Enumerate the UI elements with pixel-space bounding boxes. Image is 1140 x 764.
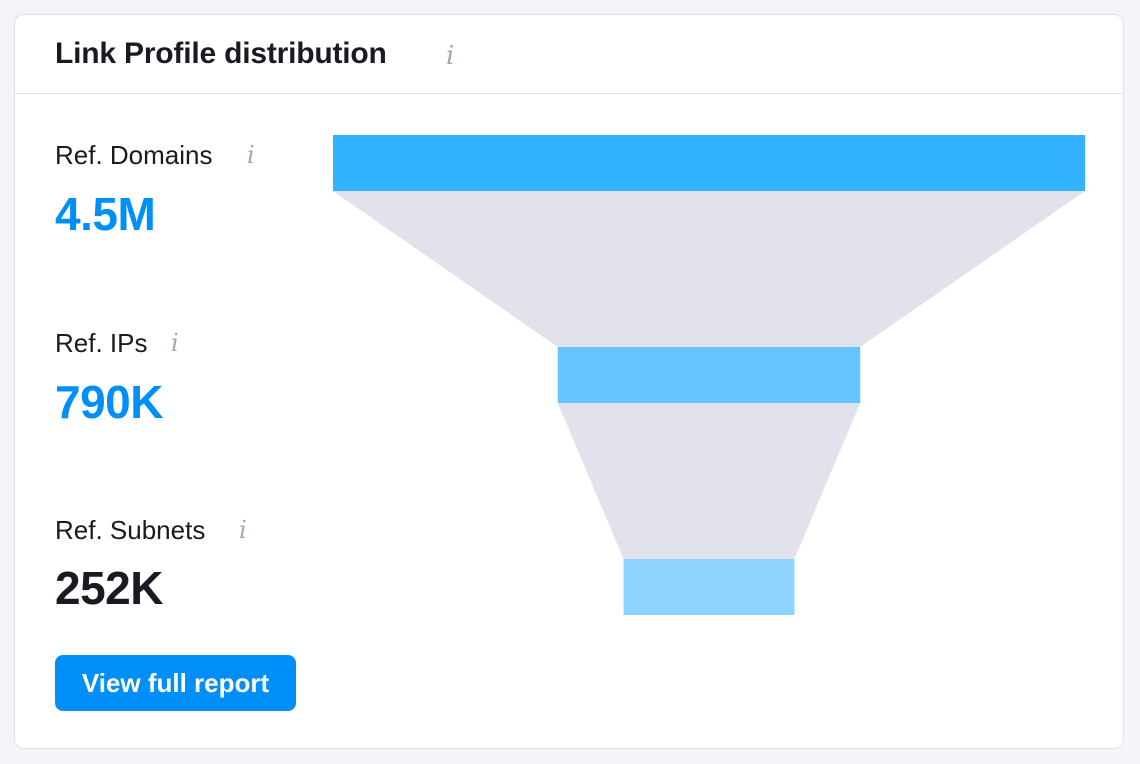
metric-label-ref-subnets: Ref. Subnets — [55, 515, 206, 545]
view-full-report-button[interactable]: View full report — [55, 655, 296, 711]
info-icon[interactable]: i — [446, 41, 455, 71]
metric-value-ref-subnets: 252K — [55, 562, 163, 614]
link-profile-card: Link Profile distribution i Ref. Domains… — [14, 14, 1124, 749]
funnel-bar-ref-ips[interactable] — [557, 347, 861, 403]
info-icon[interactable]: i — [247, 141, 255, 169]
funnel-bar-ref-domains[interactable] — [333, 135, 1085, 191]
funnel-connector — [557, 403, 861, 559]
funnel-connector — [333, 191, 1085, 347]
metric-label-ref-domains: Ref. Domains — [55, 140, 213, 170]
metric-value-ref-domains: 4.5M — [55, 188, 156, 240]
funnel-bar-ref-subnets[interactable] — [623, 559, 795, 615]
card-title: Link Profile distribution — [55, 37, 387, 70]
metric-label-ref-ips: Ref. IPs — [55, 328, 148, 358]
metric-value-ref-ips: 790K — [55, 376, 163, 428]
info-icon[interactable]: i — [239, 516, 247, 544]
funnel-chart — [333, 135, 1085, 615]
card-header: Link Profile distribution i — [15, 15, 1123, 94]
info-icon[interactable]: i — [171, 329, 179, 357]
